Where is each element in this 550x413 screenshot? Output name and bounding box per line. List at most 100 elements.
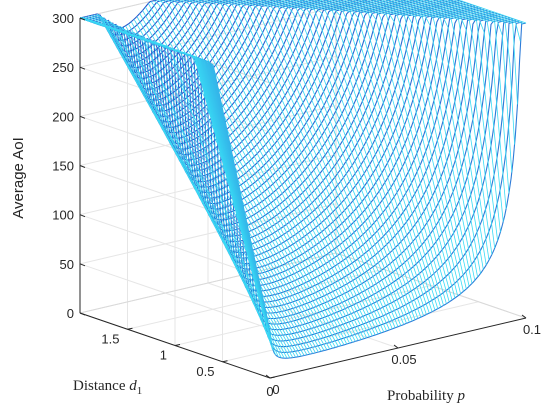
mesh-line	[270, 0, 416, 320]
mesh-line	[366, 0, 473, 284]
mesh-line	[110, 28, 302, 357]
z-tick-label: 200	[52, 109, 74, 124]
mesh-line	[318, 0, 444, 306]
mesh-line	[116, 29, 308, 356]
mesh-line	[414, 0, 501, 233]
mesh-line	[232, 0, 393, 330]
mesh-line	[174, 0, 359, 341]
mesh-line	[147, 3, 339, 347]
z-tick-label: 100	[52, 208, 74, 223]
mesh-line	[265, 0, 413, 322]
mesh-line	[237, 0, 396, 328]
mesh-line	[347, 0, 461, 294]
z-axis-label: Average AoI	[10, 137, 27, 218]
mesh-line	[122, 27, 314, 354]
mesh-line	[96, 13, 288, 359]
mesh-line	[390, 0, 487, 266]
mesh-line	[260, 0, 410, 323]
mesh-line	[179, 0, 362, 340]
mesh-line	[404, 0, 496, 249]
z-tick	[79, 214, 86, 218]
y-tick	[174, 344, 181, 346]
box-edge	[79, 252, 337, 314]
mesh-line	[208, 0, 379, 335]
x-axis-label: Probability p	[387, 388, 465, 404]
y-tick-label: 0.5	[196, 364, 214, 379]
mesh-line	[342, 0, 459, 297]
mesh-line	[150, 1, 342, 346]
mesh-line	[194, 0, 370, 337]
mesh-line	[284, 0, 424, 317]
surface	[79, 0, 527, 359]
y-tick-label: 1.5	[101, 331, 119, 346]
mesh-line	[438, 0, 515, 145]
mesh-line	[400, 0, 493, 255]
mesh-line	[256, 0, 407, 324]
y-tick-label: 1	[160, 348, 167, 363]
wall-line	[80, 17, 272, 343]
mesh-line	[352, 0, 464, 292]
mesh-line	[337, 0, 456, 299]
tick-labels: 0 50 100 150 200 250 300 0 0.05 0.1 0 0.5 1 1.5	[52, 11, 541, 399]
mesh-line	[125, 25, 316, 353]
x-tick-label: 0.05	[391, 352, 416, 367]
mesh-line	[419, 0, 504, 222]
z-tick	[79, 263, 86, 267]
z-tick	[79, 115, 86, 119]
mesh-line	[376, 0, 478, 278]
mesh-line	[91, 14, 282, 359]
mesh-line	[160, 0, 350, 344]
mesh-line	[433, 0, 513, 173]
mesh-line	[227, 0, 390, 331]
mesh-line	[457, 0, 527, 24]
mesh-line	[424, 0, 507, 210]
y-tick	[127, 327, 133, 330]
mesh-line	[313, 0, 442, 308]
mesh-line	[189, 0, 368, 338]
mesh-line	[356, 0, 467, 290]
mesh-line	[280, 0, 422, 318]
mesh-line	[395, 0, 490, 261]
mesh-line	[323, 0, 447, 304]
mesh-line	[170, 0, 356, 342]
mesh-line	[156, 0, 348, 345]
x-tick-label: 0.1	[523, 322, 541, 337]
y-tick	[269, 376, 276, 379]
z-tick	[79, 66, 86, 70]
z-tick	[79, 17, 86, 21]
x-tick	[393, 344, 399, 349]
z-tick	[79, 312, 86, 316]
mesh-line	[289, 0, 427, 315]
mesh-line	[119, 28, 311, 355]
mesh-line	[198, 0, 373, 337]
mesh-line	[165, 0, 353, 343]
mesh-line	[443, 0, 518, 105]
mesh-line	[409, 0, 498, 241]
z-tick-label: 250	[52, 60, 74, 75]
z-tick-label: 0	[67, 306, 74, 321]
mesh-line	[308, 0, 439, 309]
mesh-line	[203, 0, 376, 336]
mesh-line	[130, 21, 322, 352]
mesh-line	[380, 0, 481, 274]
z-tick-label: 150	[52, 159, 74, 174]
mesh-line	[217, 0, 385, 333]
x-tick	[521, 314, 527, 319]
box-edge	[79, 0, 159, 19]
mesh-line	[222, 0, 387, 332]
mesh-line	[251, 0, 405, 325]
mesh-line	[184, 0, 365, 339]
mesh-line	[241, 0, 399, 327]
mesh-line	[294, 0, 430, 314]
axes	[79, 17, 527, 379]
x-tick-label: 0	[272, 382, 279, 397]
z-tick-label: 300	[52, 11, 74, 26]
mesh-line	[299, 0, 433, 312]
y-axis-label: Distance d1	[73, 378, 142, 397]
z-tick-label: 50	[60, 257, 74, 272]
mesh-line	[361, 0, 470, 287]
mesh-line	[428, 0, 510, 194]
mesh-line	[385, 0, 484, 270]
